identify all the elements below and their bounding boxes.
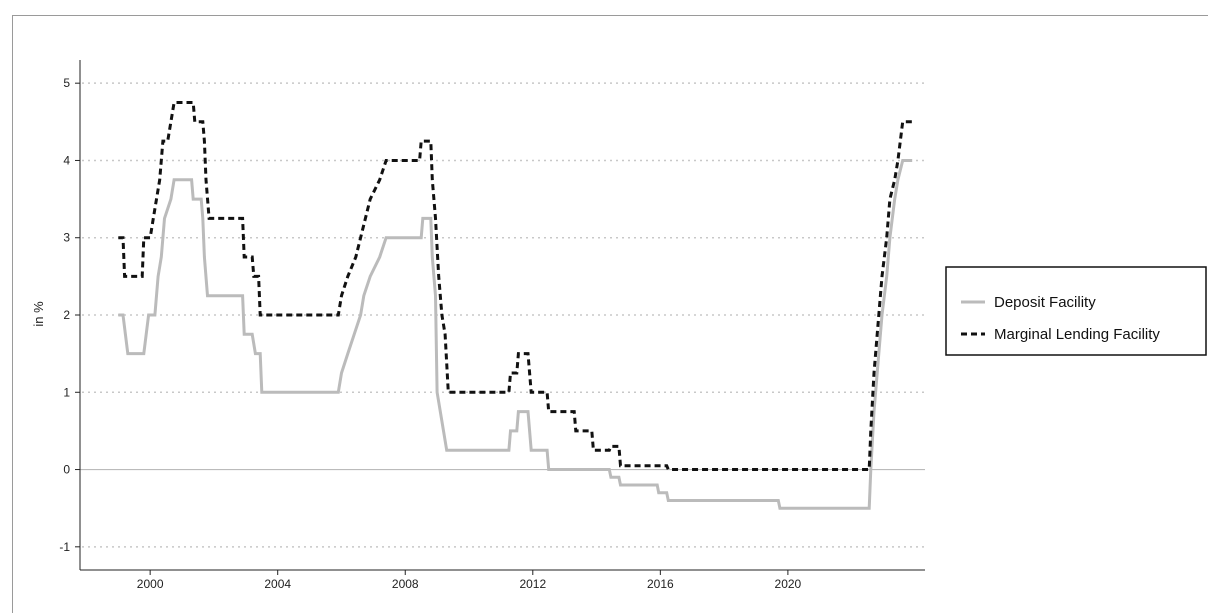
- y-tick-label-1: 0: [63, 463, 70, 477]
- axes: -1 0 1 2 3 4 5 2000 2004 2008 2012 2016 2020: [59, 60, 925, 591]
- y-tick-label-5: 4: [63, 153, 70, 167]
- x-tick-label-2: 2008: [392, 577, 419, 591]
- legend: Deposit Facility Marginal Lending Facili…: [945, 266, 1207, 356]
- series-line-marginal-lending-facility: [118, 101, 913, 471]
- x-tick-label-3: 2012: [519, 577, 546, 591]
- series-lines: [118, 101, 913, 510]
- legend-label-lending: Marginal Lending Facility: [994, 326, 1160, 343]
- y-tick-label-2: 1: [63, 385, 70, 399]
- x-tick-label-0: 2000: [137, 577, 164, 591]
- x-tick-label-5: 2020: [775, 577, 802, 591]
- y-tick-label-0: -1: [59, 540, 70, 554]
- chart-frame: [12, 15, 1208, 613]
- y-axis-label: in %: [31, 301, 46, 327]
- y-tick-label-4: 3: [63, 231, 70, 245]
- x-tick-label-4: 2016: [647, 577, 674, 591]
- legend-box: [945, 266, 1207, 356]
- x-tick-label-1: 2004: [264, 577, 291, 591]
- gridlines: [82, 82, 925, 548]
- series-line-deposit-facility: [118, 159, 913, 510]
- y-tick-label-3: 2: [63, 308, 70, 322]
- legend-label-deposit: Deposit Facility: [994, 294, 1096, 311]
- y-tick-label-6: 5: [63, 76, 70, 90]
